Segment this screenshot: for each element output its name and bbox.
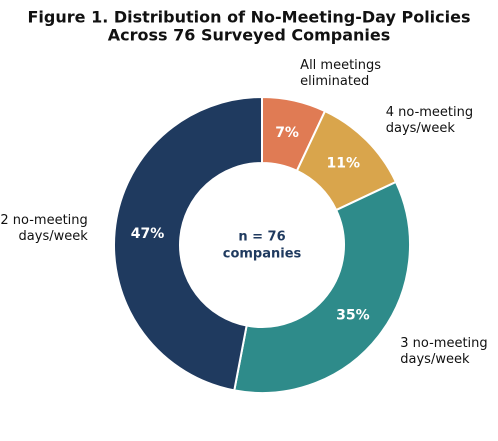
category-label: 4 no-meeting days/week bbox=[385, 105, 474, 137]
value-label: 7% bbox=[275, 125, 299, 141]
center-label: companies bbox=[223, 247, 302, 262]
chart-title: Across 76 Surveyed Companies bbox=[108, 26, 391, 45]
donut-slice bbox=[113, 95, 263, 392]
category-label: All meetings eliminated bbox=[300, 58, 382, 90]
center-label: n = 76 bbox=[238, 230, 285, 245]
value-label: 11% bbox=[327, 156, 361, 172]
value-label: 35% bbox=[336, 307, 370, 323]
category-label: 2 no-meeting days/week bbox=[0, 212, 88, 244]
value-label: 47% bbox=[131, 226, 165, 242]
category-label: 3 no-meeting days/week bbox=[400, 336, 488, 368]
chart-title: Figure 1. Distribution of No-Meeting-Day… bbox=[28, 8, 471, 27]
donut-slice bbox=[233, 180, 411, 394]
